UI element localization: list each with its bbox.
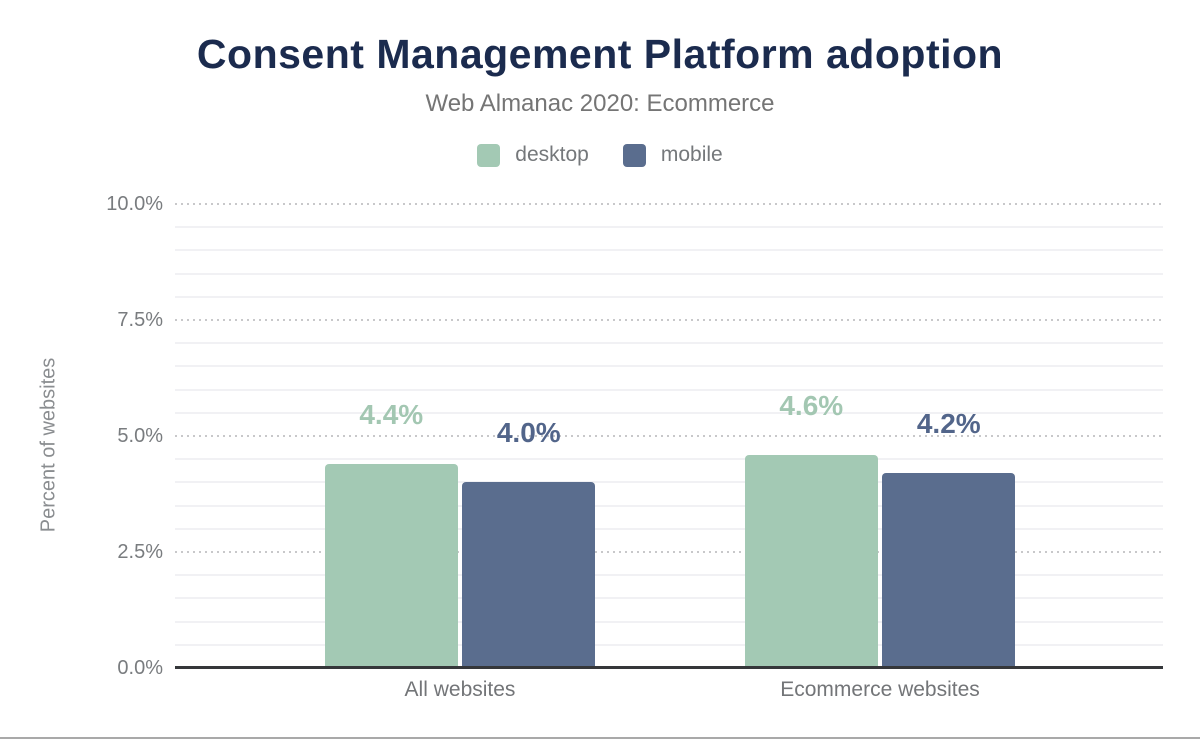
- bar-value-label: 4.6%: [779, 389, 844, 421]
- x-category-label: Ecommerce websites: [780, 678, 980, 701]
- plot-area: 4.4% 4.0% 4.6% 4.2%: [175, 203, 1163, 669]
- minor-gridline: [175, 504, 1163, 507]
- minor-gridline: [175, 295, 1163, 298]
- minor-gridline: [175, 388, 1163, 391]
- chart-subtitle: Web Almanac 2020: Ecommerce: [425, 90, 775, 117]
- legend-item-mobile: mobile: [622, 143, 723, 167]
- legend-label: mobile: [660, 143, 723, 166]
- minor-gridline: [175, 527, 1163, 530]
- minor-gridline: [175, 597, 1163, 600]
- minor-gridline: [175, 249, 1163, 252]
- major-gridline: [175, 551, 1163, 553]
- minor-gridline: [175, 643, 1163, 646]
- bar-desktop: [744, 454, 878, 668]
- major-gridline: [175, 319, 1163, 321]
- minor-gridline: [175, 226, 1163, 229]
- y-tick-label: 0.0%: [117, 657, 163, 679]
- minor-gridline: [175, 574, 1163, 577]
- minor-gridline: [175, 342, 1163, 345]
- y-tick-label: 2.5%: [117, 541, 163, 563]
- legend-item-desktop: desktop: [477, 143, 589, 167]
- chart-title: Consent Management Platform adoption: [196, 31, 1004, 77]
- y-tick-label: 7.5%: [117, 309, 163, 331]
- bar-value-label: 4.2%: [916, 408, 981, 440]
- y-tick-label: 5.0%: [117, 425, 163, 447]
- minor-gridline: [175, 272, 1163, 275]
- legend-label: desktop: [515, 143, 589, 166]
- bar-value-label: 4.0%: [496, 417, 561, 449]
- bottom-divider: [0, 737, 1200, 739]
- x-category-label: All websites: [404, 678, 516, 701]
- minor-gridline: [175, 458, 1163, 461]
- legend: desktop mobile: [0, 141, 1200, 169]
- bar-desktop: [324, 463, 458, 668]
- minor-gridline: [175, 620, 1163, 623]
- bar-mobile: [882, 473, 1016, 668]
- bar-value-label: 4.4%: [359, 398, 424, 430]
- minor-gridline: [175, 365, 1163, 368]
- x-axis-line: [175, 666, 1163, 669]
- major-gridline: [175, 203, 1163, 205]
- minor-gridline: [175, 411, 1163, 414]
- major-gridline: [175, 435, 1163, 437]
- legend-swatch-desktop: [477, 143, 501, 167]
- bar-mobile: [462, 482, 596, 668]
- minor-gridline: [175, 481, 1163, 484]
- legend-swatch-mobile: [622, 143, 646, 167]
- y-tick-label: 10.0%: [106, 193, 163, 215]
